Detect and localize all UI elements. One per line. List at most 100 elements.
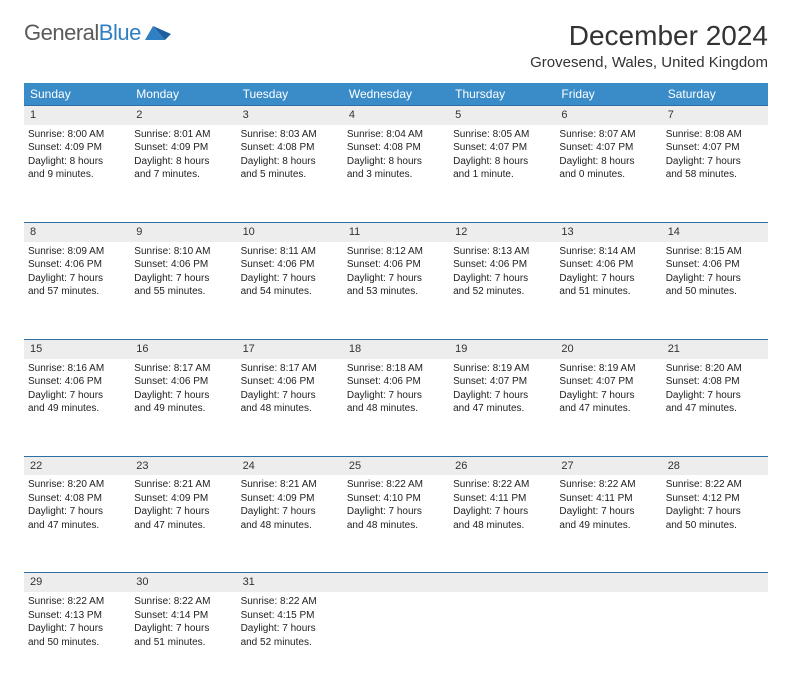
day-number-cell: 8 bbox=[24, 222, 130, 241]
day-content-cell: Sunrise: 8:22 AMSunset: 4:13 PMDaylight:… bbox=[24, 592, 130, 689]
daylight-text: and 52 minutes. bbox=[241, 636, 339, 650]
sunset-text: Sunset: 4:11 PM bbox=[559, 492, 657, 506]
month-title: December 2024 bbox=[530, 20, 768, 52]
daylight-text: Daylight: 7 hours bbox=[559, 389, 657, 403]
sunset-text: Sunset: 4:07 PM bbox=[559, 375, 657, 389]
day-content-row: Sunrise: 8:16 AMSunset: 4:06 PMDaylight:… bbox=[24, 359, 768, 457]
location: Grovesend, Wales, United Kingdom bbox=[530, 54, 768, 71]
sunrise-text: Sunrise: 8:18 AM bbox=[347, 362, 445, 376]
day-number-cell: 4 bbox=[343, 106, 449, 125]
daylight-text: Daylight: 7 hours bbox=[453, 505, 551, 519]
sunrise-text: Sunrise: 8:22 AM bbox=[134, 595, 232, 609]
daylight-text: Daylight: 7 hours bbox=[28, 389, 126, 403]
sunset-text: Sunset: 4:07 PM bbox=[453, 141, 551, 155]
daylight-text: Daylight: 7 hours bbox=[666, 389, 764, 403]
daylight-text: Daylight: 7 hours bbox=[28, 622, 126, 636]
daylight-text: and 3 minutes. bbox=[347, 168, 445, 182]
daylight-text: and 47 minutes. bbox=[666, 402, 764, 416]
day-content-cell: Sunrise: 8:03 AMSunset: 4:08 PMDaylight:… bbox=[237, 125, 343, 223]
day-content-row: Sunrise: 8:22 AMSunset: 4:13 PMDaylight:… bbox=[24, 592, 768, 689]
daylight-text: and 0 minutes. bbox=[559, 168, 657, 182]
weekday-header: Sunday bbox=[24, 83, 130, 106]
daylight-text: and 1 minute. bbox=[453, 168, 551, 182]
day-number-cell: 11 bbox=[343, 222, 449, 241]
weekday-header: Wednesday bbox=[343, 83, 449, 106]
sunset-text: Sunset: 4:08 PM bbox=[666, 375, 764, 389]
day-number-cell: 7 bbox=[662, 106, 768, 125]
daylight-text: and 9 minutes. bbox=[28, 168, 126, 182]
sunrise-text: Sunrise: 8:22 AM bbox=[28, 595, 126, 609]
daylight-text: Daylight: 7 hours bbox=[134, 272, 232, 286]
daylight-text: Daylight: 7 hours bbox=[28, 505, 126, 519]
sunrise-text: Sunrise: 8:01 AM bbox=[134, 128, 232, 142]
day-number-cell: 2 bbox=[130, 106, 236, 125]
day-number-cell: 10 bbox=[237, 222, 343, 241]
day-number-cell: 30 bbox=[130, 573, 236, 592]
sunrise-text: Sunrise: 8:19 AM bbox=[559, 362, 657, 376]
sunrise-text: Sunrise: 8:15 AM bbox=[666, 245, 764, 259]
day-content-cell: Sunrise: 8:13 AMSunset: 4:06 PMDaylight:… bbox=[449, 242, 555, 340]
sunrise-text: Sunrise: 8:03 AM bbox=[241, 128, 339, 142]
sunset-text: Sunset: 4:15 PM bbox=[241, 609, 339, 623]
daylight-text: and 7 minutes. bbox=[134, 168, 232, 182]
day-content-cell: Sunrise: 8:22 AMSunset: 4:12 PMDaylight:… bbox=[662, 475, 768, 573]
sunrise-text: Sunrise: 8:12 AM bbox=[347, 245, 445, 259]
day-number-cell: 23 bbox=[130, 456, 236, 475]
day-content-cell: Sunrise: 8:07 AMSunset: 4:07 PMDaylight:… bbox=[555, 125, 661, 223]
daylight-text: Daylight: 7 hours bbox=[666, 155, 764, 169]
day-content-cell: Sunrise: 8:10 AMSunset: 4:06 PMDaylight:… bbox=[130, 242, 236, 340]
day-number-cell: 24 bbox=[237, 456, 343, 475]
day-number-cell: 28 bbox=[662, 456, 768, 475]
sunrise-text: Sunrise: 8:04 AM bbox=[347, 128, 445, 142]
sunset-text: Sunset: 4:09 PM bbox=[134, 141, 232, 155]
day-number-cell: 18 bbox=[343, 339, 449, 358]
sunset-text: Sunset: 4:06 PM bbox=[241, 375, 339, 389]
daylight-text: Daylight: 7 hours bbox=[28, 272, 126, 286]
sunset-text: Sunset: 4:07 PM bbox=[453, 375, 551, 389]
daylight-text: and 49 minutes. bbox=[28, 402, 126, 416]
day-content-cell bbox=[662, 592, 768, 689]
sunset-text: Sunset: 4:06 PM bbox=[666, 258, 764, 272]
daylight-text: and 51 minutes. bbox=[134, 636, 232, 650]
day-content-cell: Sunrise: 8:18 AMSunset: 4:06 PMDaylight:… bbox=[343, 359, 449, 457]
day-number-cell: 29 bbox=[24, 573, 130, 592]
daylight-text: and 47 minutes. bbox=[134, 519, 232, 533]
day-number-cell: 14 bbox=[662, 222, 768, 241]
day-content-cell: Sunrise: 8:20 AMSunset: 4:08 PMDaylight:… bbox=[662, 359, 768, 457]
day-number-row: 22232425262728 bbox=[24, 456, 768, 475]
title-block: December 2024 Grovesend, Wales, United K… bbox=[530, 20, 768, 71]
sunrise-text: Sunrise: 8:13 AM bbox=[453, 245, 551, 259]
daylight-text: Daylight: 7 hours bbox=[666, 272, 764, 286]
sunset-text: Sunset: 4:09 PM bbox=[134, 492, 232, 506]
daylight-text: and 51 minutes. bbox=[559, 285, 657, 299]
day-content-cell bbox=[555, 592, 661, 689]
daylight-text: Daylight: 7 hours bbox=[347, 272, 445, 286]
calendar-table: SundayMondayTuesdayWednesdayThursdayFrid… bbox=[24, 83, 768, 689]
sunset-text: Sunset: 4:08 PM bbox=[241, 141, 339, 155]
daylight-text: and 54 minutes. bbox=[241, 285, 339, 299]
daylight-text: Daylight: 7 hours bbox=[241, 389, 339, 403]
daylight-text: Daylight: 7 hours bbox=[347, 389, 445, 403]
weekday-header: Saturday bbox=[662, 83, 768, 106]
day-number-cell: 5 bbox=[449, 106, 555, 125]
day-content-row: Sunrise: 8:00 AMSunset: 4:09 PMDaylight:… bbox=[24, 125, 768, 223]
day-number-row: 15161718192021 bbox=[24, 339, 768, 358]
sunset-text: Sunset: 4:07 PM bbox=[559, 141, 657, 155]
sunrise-text: Sunrise: 8:08 AM bbox=[666, 128, 764, 142]
daylight-text: and 49 minutes. bbox=[134, 402, 232, 416]
daylight-text: and 5 minutes. bbox=[241, 168, 339, 182]
day-content-cell: Sunrise: 8:09 AMSunset: 4:06 PMDaylight:… bbox=[24, 242, 130, 340]
day-content-cell: Sunrise: 8:17 AMSunset: 4:06 PMDaylight:… bbox=[130, 359, 236, 457]
sunset-text: Sunset: 4:06 PM bbox=[134, 375, 232, 389]
sunset-text: Sunset: 4:06 PM bbox=[347, 375, 445, 389]
day-content-cell: Sunrise: 8:17 AMSunset: 4:06 PMDaylight:… bbox=[237, 359, 343, 457]
daylight-text: and 50 minutes. bbox=[28, 636, 126, 650]
daylight-text: and 48 minutes. bbox=[347, 519, 445, 533]
day-content-cell: Sunrise: 8:12 AMSunset: 4:06 PMDaylight:… bbox=[343, 242, 449, 340]
day-content-cell: Sunrise: 8:21 AMSunset: 4:09 PMDaylight:… bbox=[130, 475, 236, 573]
daylight-text: Daylight: 8 hours bbox=[241, 155, 339, 169]
brand-part1: General bbox=[24, 20, 99, 46]
day-content-cell: Sunrise: 8:11 AMSunset: 4:06 PMDaylight:… bbox=[237, 242, 343, 340]
daylight-text: and 48 minutes. bbox=[241, 519, 339, 533]
sunrise-text: Sunrise: 8:22 AM bbox=[453, 478, 551, 492]
